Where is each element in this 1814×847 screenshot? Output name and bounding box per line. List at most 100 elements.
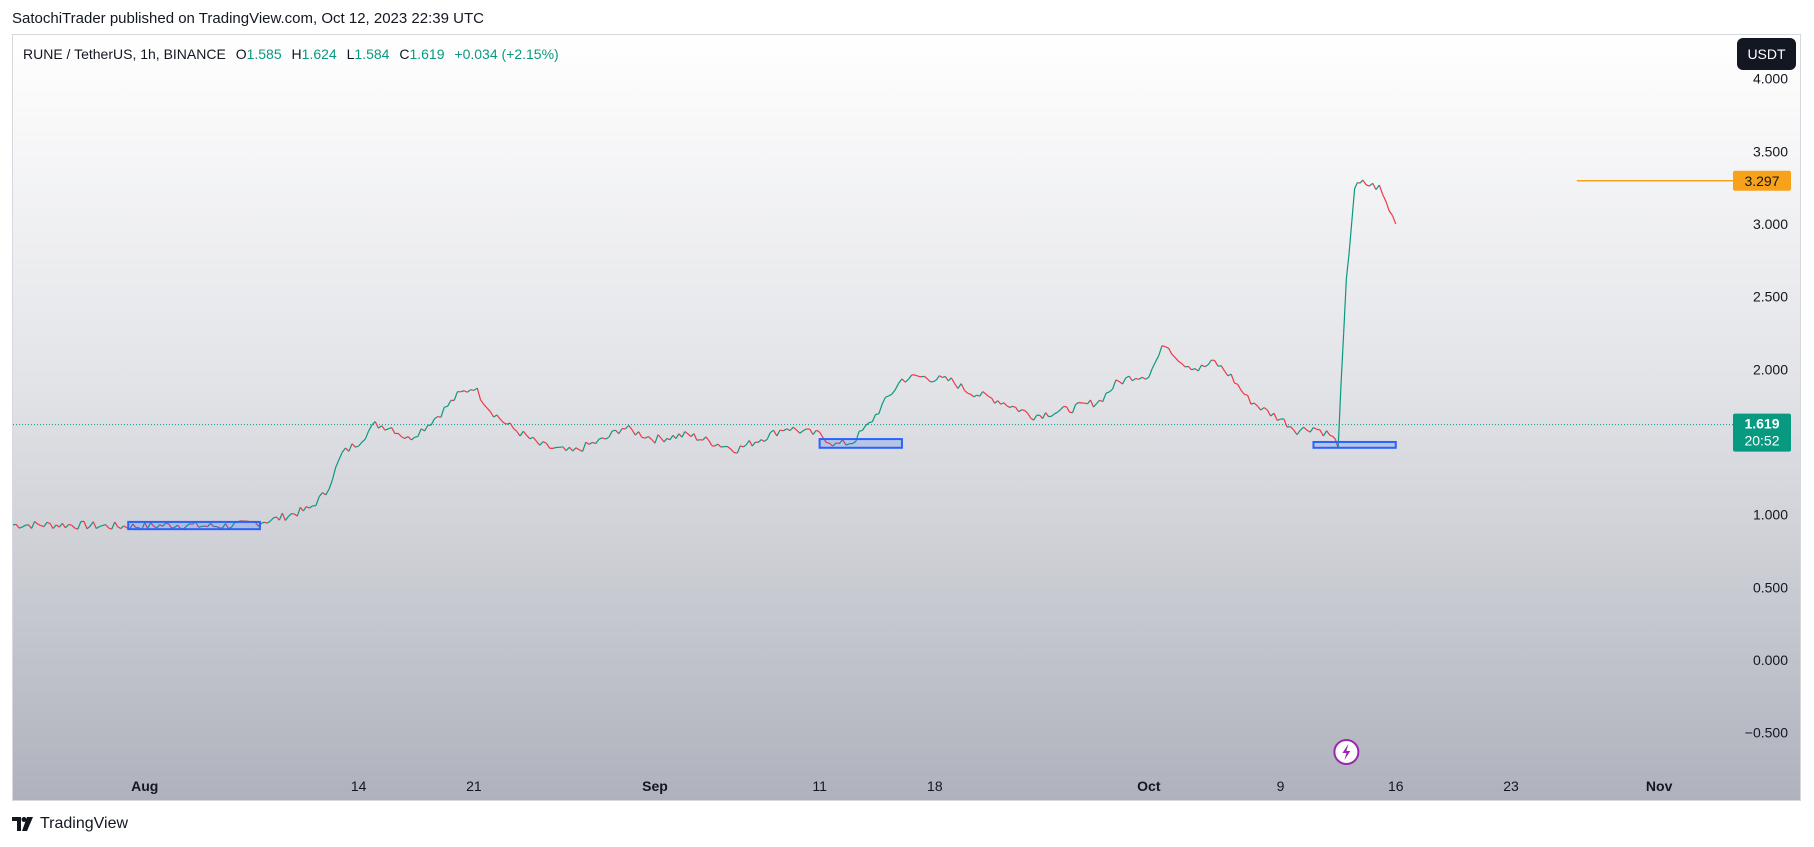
price-segment <box>1003 402 1008 407</box>
price-segment <box>1115 379 1120 383</box>
price-segment <box>1348 220 1353 254</box>
price-segment <box>156 524 161 529</box>
price-segment <box>957 383 962 389</box>
price-segment <box>1087 399 1091 405</box>
price-segment <box>578 449 583 453</box>
price-segment <box>27 524 32 529</box>
price-segment <box>979 391 984 397</box>
price-segment <box>1277 418 1281 421</box>
price-segment <box>748 440 753 447</box>
tradingview-logo[interactable]: TradingView <box>12 815 128 833</box>
price-segment <box>351 443 356 448</box>
price-segment <box>371 421 376 426</box>
price-segment <box>976 394 980 397</box>
price-segment <box>331 467 337 481</box>
price-segment <box>634 431 639 436</box>
price-segment <box>489 411 495 418</box>
price-segment <box>740 445 744 448</box>
price-segment <box>444 405 448 408</box>
price-segment <box>1135 377 1140 380</box>
price-segment <box>89 521 94 527</box>
price-segment <box>198 525 202 528</box>
price-segment <box>1322 430 1328 437</box>
price-segment <box>55 524 60 528</box>
price-segment <box>284 516 289 521</box>
price-segment <box>224 523 230 529</box>
price-segment <box>162 522 167 527</box>
price-segment <box>391 427 396 434</box>
open-label: O <box>235 46 247 62</box>
price-segment <box>742 444 747 448</box>
price-segment <box>216 525 220 529</box>
symbol-label[interactable]: RUNE / TetherUS, 1h, BINANCE <box>23 46 226 62</box>
price-segment <box>519 430 524 437</box>
price-segment <box>1306 429 1311 433</box>
price-segment <box>1132 378 1137 382</box>
price-segment <box>522 430 528 436</box>
price-segment <box>865 422 870 426</box>
price-segment <box>654 434 659 444</box>
price-segment <box>230 522 235 528</box>
price-segment <box>147 522 152 529</box>
price-segment <box>437 415 442 418</box>
price-segment <box>1060 406 1064 410</box>
price-segment <box>71 524 76 529</box>
highlight-box <box>127 520 261 531</box>
price-segment <box>562 446 567 451</box>
price-chart[interactable]: 4.0003.5003.0002.5002.0001.5001.0000.500… <box>13 35 1801 801</box>
price-segment <box>858 429 863 432</box>
price-segment <box>1145 376 1150 380</box>
price-segment <box>1214 360 1219 367</box>
chart-panel[interactable]: 4.0003.5003.0002.5002.0001.5001.0000.500… <box>12 34 1801 801</box>
price-segment <box>942 375 946 379</box>
price-segment <box>878 403 883 414</box>
price-segment <box>1121 377 1127 385</box>
price-segment <box>358 441 363 447</box>
x-tick-label: 9 <box>1277 778 1285 794</box>
price-segment <box>483 404 488 409</box>
price-segment <box>933 379 937 383</box>
price-segment <box>708 440 713 447</box>
price-segment <box>651 439 656 444</box>
price-segment <box>281 512 286 521</box>
price-segment <box>1187 366 1193 371</box>
price-segment <box>34 521 39 525</box>
price-segment <box>25 524 29 526</box>
price-segment <box>1039 414 1044 419</box>
price-segment <box>287 513 292 517</box>
price-segment <box>592 441 596 445</box>
price-segment <box>83 521 88 530</box>
price-segment <box>1018 409 1022 413</box>
price-segment <box>885 395 889 398</box>
price-segment <box>496 414 501 420</box>
price-segment <box>18 526 23 529</box>
price-segment <box>1289 426 1295 431</box>
currency-button[interactable]: USDT <box>1737 38 1796 70</box>
x-tick-label: Sep <box>642 778 668 794</box>
price-segment <box>1244 393 1248 396</box>
price-segment <box>411 436 416 441</box>
price-segment <box>539 441 544 446</box>
price-segment <box>1230 373 1236 384</box>
close-value: 1.619 <box>409 46 445 62</box>
price-segment <box>1042 412 1047 419</box>
price-segment <box>1204 364 1209 368</box>
price-segment <box>1253 402 1258 407</box>
price-segment <box>1118 381 1123 385</box>
price-segment <box>736 445 741 454</box>
price-segment <box>1015 406 1020 413</box>
price-segment <box>328 479 333 490</box>
price-segment <box>1319 429 1324 437</box>
open-value: 1.585 <box>246 46 282 62</box>
price-segment <box>773 429 778 437</box>
price-segment <box>486 407 491 413</box>
price-segment <box>68 523 72 526</box>
price-segment <box>702 436 707 441</box>
price-segment <box>923 375 928 380</box>
price-segment <box>559 446 563 448</box>
price-segment <box>1105 391 1110 394</box>
change-value: +0.034 (+2.15%) <box>454 46 559 62</box>
highlight-box <box>818 438 903 449</box>
price-segment <box>499 418 504 424</box>
price-segment <box>991 397 996 404</box>
